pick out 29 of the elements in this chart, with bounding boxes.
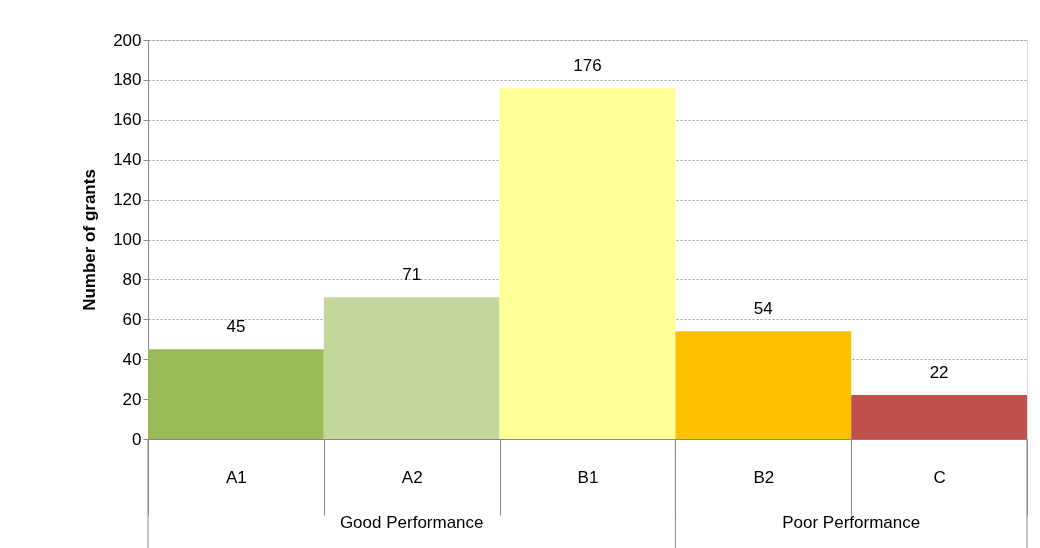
y-tick-label: 80 — [122, 269, 142, 289]
bar — [675, 331, 852, 439]
y-tick-label: 180 — [113, 70, 142, 90]
data-label: 45 — [226, 317, 246, 337]
y-tick-label: 60 — [122, 309, 142, 329]
data-label: 54 — [753, 299, 773, 319]
data-label: 71 — [402, 265, 422, 285]
y-tick-label: 200 — [113, 30, 142, 50]
y-axis-title: Number of grants — [80, 169, 100, 311]
bar — [499, 87, 676, 439]
text: Poor Performance — [782, 513, 921, 532]
y-tick-label: 120 — [113, 190, 142, 210]
x-tick-label: A2 — [401, 467, 423, 487]
x-tick-label: C — [933, 467, 946, 487]
data-label: 176 — [573, 55, 602, 75]
bar — [851, 395, 1027, 439]
y-tick-label: 160 — [113, 110, 142, 130]
y-tick-label: 40 — [122, 349, 142, 369]
data-label: 22 — [929, 363, 949, 383]
y-tick-label: 20 — [122, 389, 142, 409]
y-tick-label: 100 — [113, 230, 142, 249]
bar — [323, 297, 500, 439]
y-tick-label: 0 — [132, 429, 142, 449]
bar — [148, 349, 324, 439]
x-tick-label: A1 — [226, 467, 247, 487]
text: Good Performance — [339, 513, 484, 532]
x-tick-label: B1 — [577, 467, 599, 487]
x-tick-label: B2 — [753, 467, 775, 487]
y-tick-label: 140 — [113, 150, 142, 170]
